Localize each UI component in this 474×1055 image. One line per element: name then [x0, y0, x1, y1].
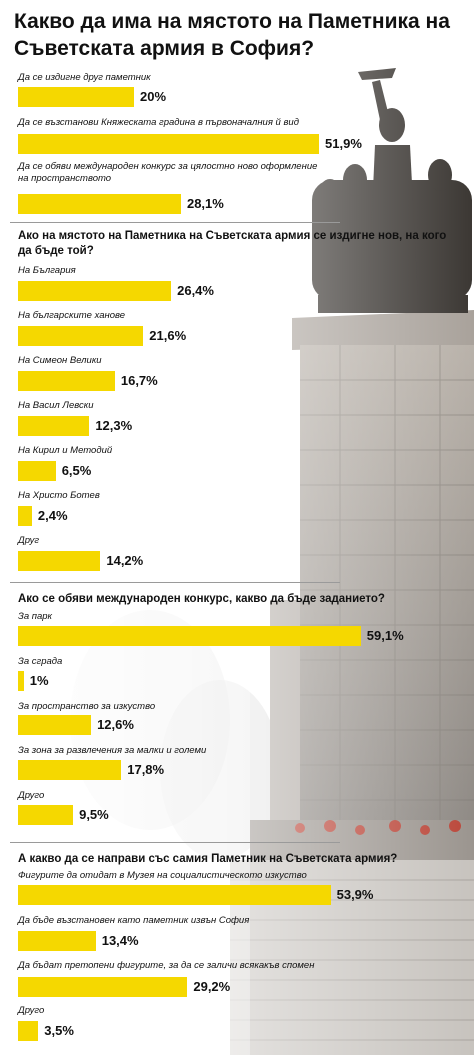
option-label-park: За парк [18, 611, 53, 622]
value-botev: 2,4% [37, 508, 68, 523]
option-label-competition: Да се обяви международен конкурс за цяло… [18, 161, 318, 184]
bar-bulgaria [18, 281, 172, 301]
value-other-monument: 20% [140, 89, 167, 104]
option-label-khans: На българските ханове [18, 310, 126, 321]
bar-khans [18, 326, 144, 346]
option-label-entertainment: За зона за развлечения за малки и големи [18, 745, 207, 756]
bar-simeon [18, 371, 115, 391]
value-levski: 12,3% [95, 418, 133, 433]
option-label-botev: На Христо Ботев [18, 490, 100, 501]
section-divider [10, 582, 340, 583]
value-competition: 28,1% [186, 196, 224, 211]
option-label-other-task: Друго [18, 790, 45, 801]
bar-art-space [18, 715, 92, 735]
section-divider [10, 222, 340, 223]
option-label-levski: На Васил Левски [18, 400, 94, 411]
value-cyril-methodius: 6,5% [61, 463, 92, 478]
bar-entertainment [18, 760, 122, 780]
bar-levski [18, 416, 90, 436]
value-melt-figures: 29,2% [193, 979, 231, 994]
option-label-building: За сграда [18, 656, 63, 667]
option-label-bulgaria: На България [18, 265, 76, 276]
bar-other-monument [18, 87, 134, 107]
bar-other-action [18, 1021, 39, 1041]
option-label-other-monument: Да се издигне друг паметник [18, 72, 151, 83]
bar-competition [18, 194, 181, 214]
value-museum: 53,9% [336, 887, 374, 902]
bar-other-task [18, 805, 74, 825]
section-divider [10, 842, 340, 843]
value-khans: 21,6% [149, 328, 187, 343]
value-simeon: 16,7% [120, 373, 158, 388]
value-restore-garden: 51,9% [325, 136, 362, 151]
option-label-other-action: Друго [18, 1005, 45, 1016]
question-4-title: А какво да се направи със самия Паметник… [18, 853, 398, 865]
page-title: Какво да има на мястото на Паметника на … [14, 10, 450, 60]
value-park: 59,1% [366, 628, 404, 643]
value-bulgaria: 26,4% [177, 283, 214, 298]
question-3-title: Ако се обяви международен конкурс, какво… [18, 593, 385, 605]
option-label-art-space: За пространство за изкуство [18, 701, 156, 712]
value-art-space: 12,6% [97, 717, 134, 732]
option-label-melt-figures: Да бъдат претопени фигурите, за да се за… [18, 960, 315, 971]
option-label-cyril-methodius: На Кирил и Методий [18, 445, 113, 456]
bar-restore-garden [18, 134, 320, 154]
bar-melt-figures [18, 977, 188, 997]
value-entertainment: 17,8% [127, 762, 165, 777]
option-label-simeon: На Симеон Велики [18, 355, 102, 366]
question-2-title: Ако на мястото на Паметника на Съветскат… [18, 230, 447, 257]
option-label-outside-sofia: Да бъде възстановен като паметник извън … [18, 915, 250, 926]
bar-outside-sofia [18, 931, 96, 951]
value-building: 1% [29, 673, 49, 688]
value-outside-sofia: 13,4% [101, 933, 139, 948]
option-label-other-person: Друг [18, 535, 40, 546]
option-label-museum: Фигурите да отидат в Музея на социалисти… [18, 870, 307, 881]
bar-cyril-methodius [18, 461, 56, 481]
bar-museum [18, 885, 331, 905]
value-other-task: 9,5% [79, 807, 109, 822]
option-label-restore-garden: Да се възстанови Княжеската градина в пъ… [18, 117, 299, 128]
bar-botev [18, 506, 32, 526]
value-other-person: 14,2% [106, 553, 144, 568]
bar-park [18, 626, 361, 646]
bar-building [18, 671, 24, 691]
value-other-action: 3,5% [44, 1023, 74, 1038]
bar-other-person [18, 551, 101, 571]
